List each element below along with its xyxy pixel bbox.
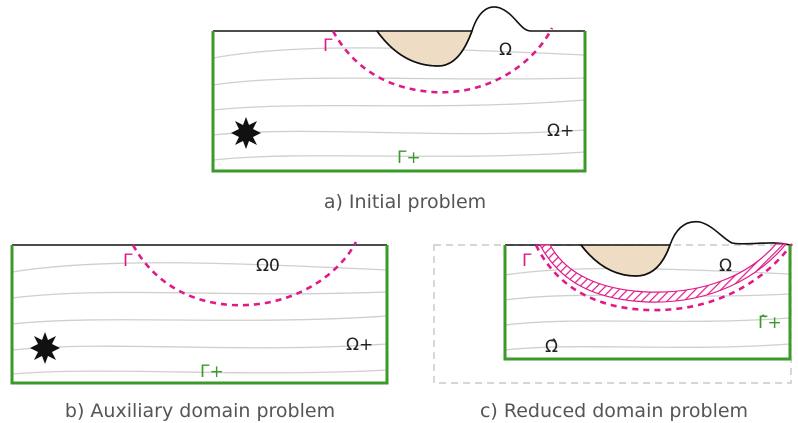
panel-c-gamma-label: Γ — [522, 251, 532, 271]
panel-b-source-star-icon — [30, 332, 60, 364]
panel-c-top-boundary — [505, 220, 791, 277]
panel-c-interface-gamma — [534, 243, 794, 312]
panel-c-omega-hat-label: Ω̂ — [545, 337, 558, 357]
panel-a-interface-gamma — [331, 27, 554, 94]
panel-a-source-star-icon — [231, 117, 261, 149]
panel-c-caption: c) Reduced domain problem — [480, 400, 748, 422]
panel-a-omega-label: Ω — [499, 40, 512, 60]
panel-a: Γ Ω Ω+ Γ+ a) Initial problem — [211, 6, 587, 213]
panel-b-gamma-plus-label: Γ+ — [200, 362, 224, 382]
panel-a-flow-lines — [213, 47, 585, 161]
panel-b-flow-lines — [12, 262, 387, 375]
panel-c-hatched-layer — [538, 243, 788, 303]
panel-b-gamma-plus-boundary — [10, 245, 389, 385]
panel-b-omega-plus-label: Ω+ — [346, 335, 373, 355]
panel-b-interface-gamma — [131, 241, 358, 307]
panel-a-caption: a) Initial problem — [324, 191, 486, 213]
panel-c-omega-label: Ω — [719, 256, 732, 276]
panel-c-boundary — [503, 245, 792, 361]
panel-c-gamma-hat-plus-label: Γ̂+ — [758, 313, 782, 333]
panel-a-gamma-plus-label: Γ+ — [397, 148, 421, 168]
panel-a-top-boundary — [213, 6, 585, 67]
panel-b: Γ Ω0 Ω+ Γ+ b) Auxiliary domain problem — [10, 241, 389, 422]
panel-b-gamma-label: Γ — [123, 251, 133, 271]
panel-c: Γ Ω Ω̂ Γ̂+ c) Reduced domain problem — [433, 220, 794, 422]
panel-b-omega0-label: Ω0 — [256, 256, 280, 276]
panel-a-gamma-plus-boundary — [211, 31, 587, 173]
panel-a-gamma-label: Γ — [323, 36, 333, 56]
panel-b-caption: b) Auxiliary domain problem — [65, 400, 335, 422]
panel-a-omega-plus-label: Ω+ — [547, 121, 574, 141]
